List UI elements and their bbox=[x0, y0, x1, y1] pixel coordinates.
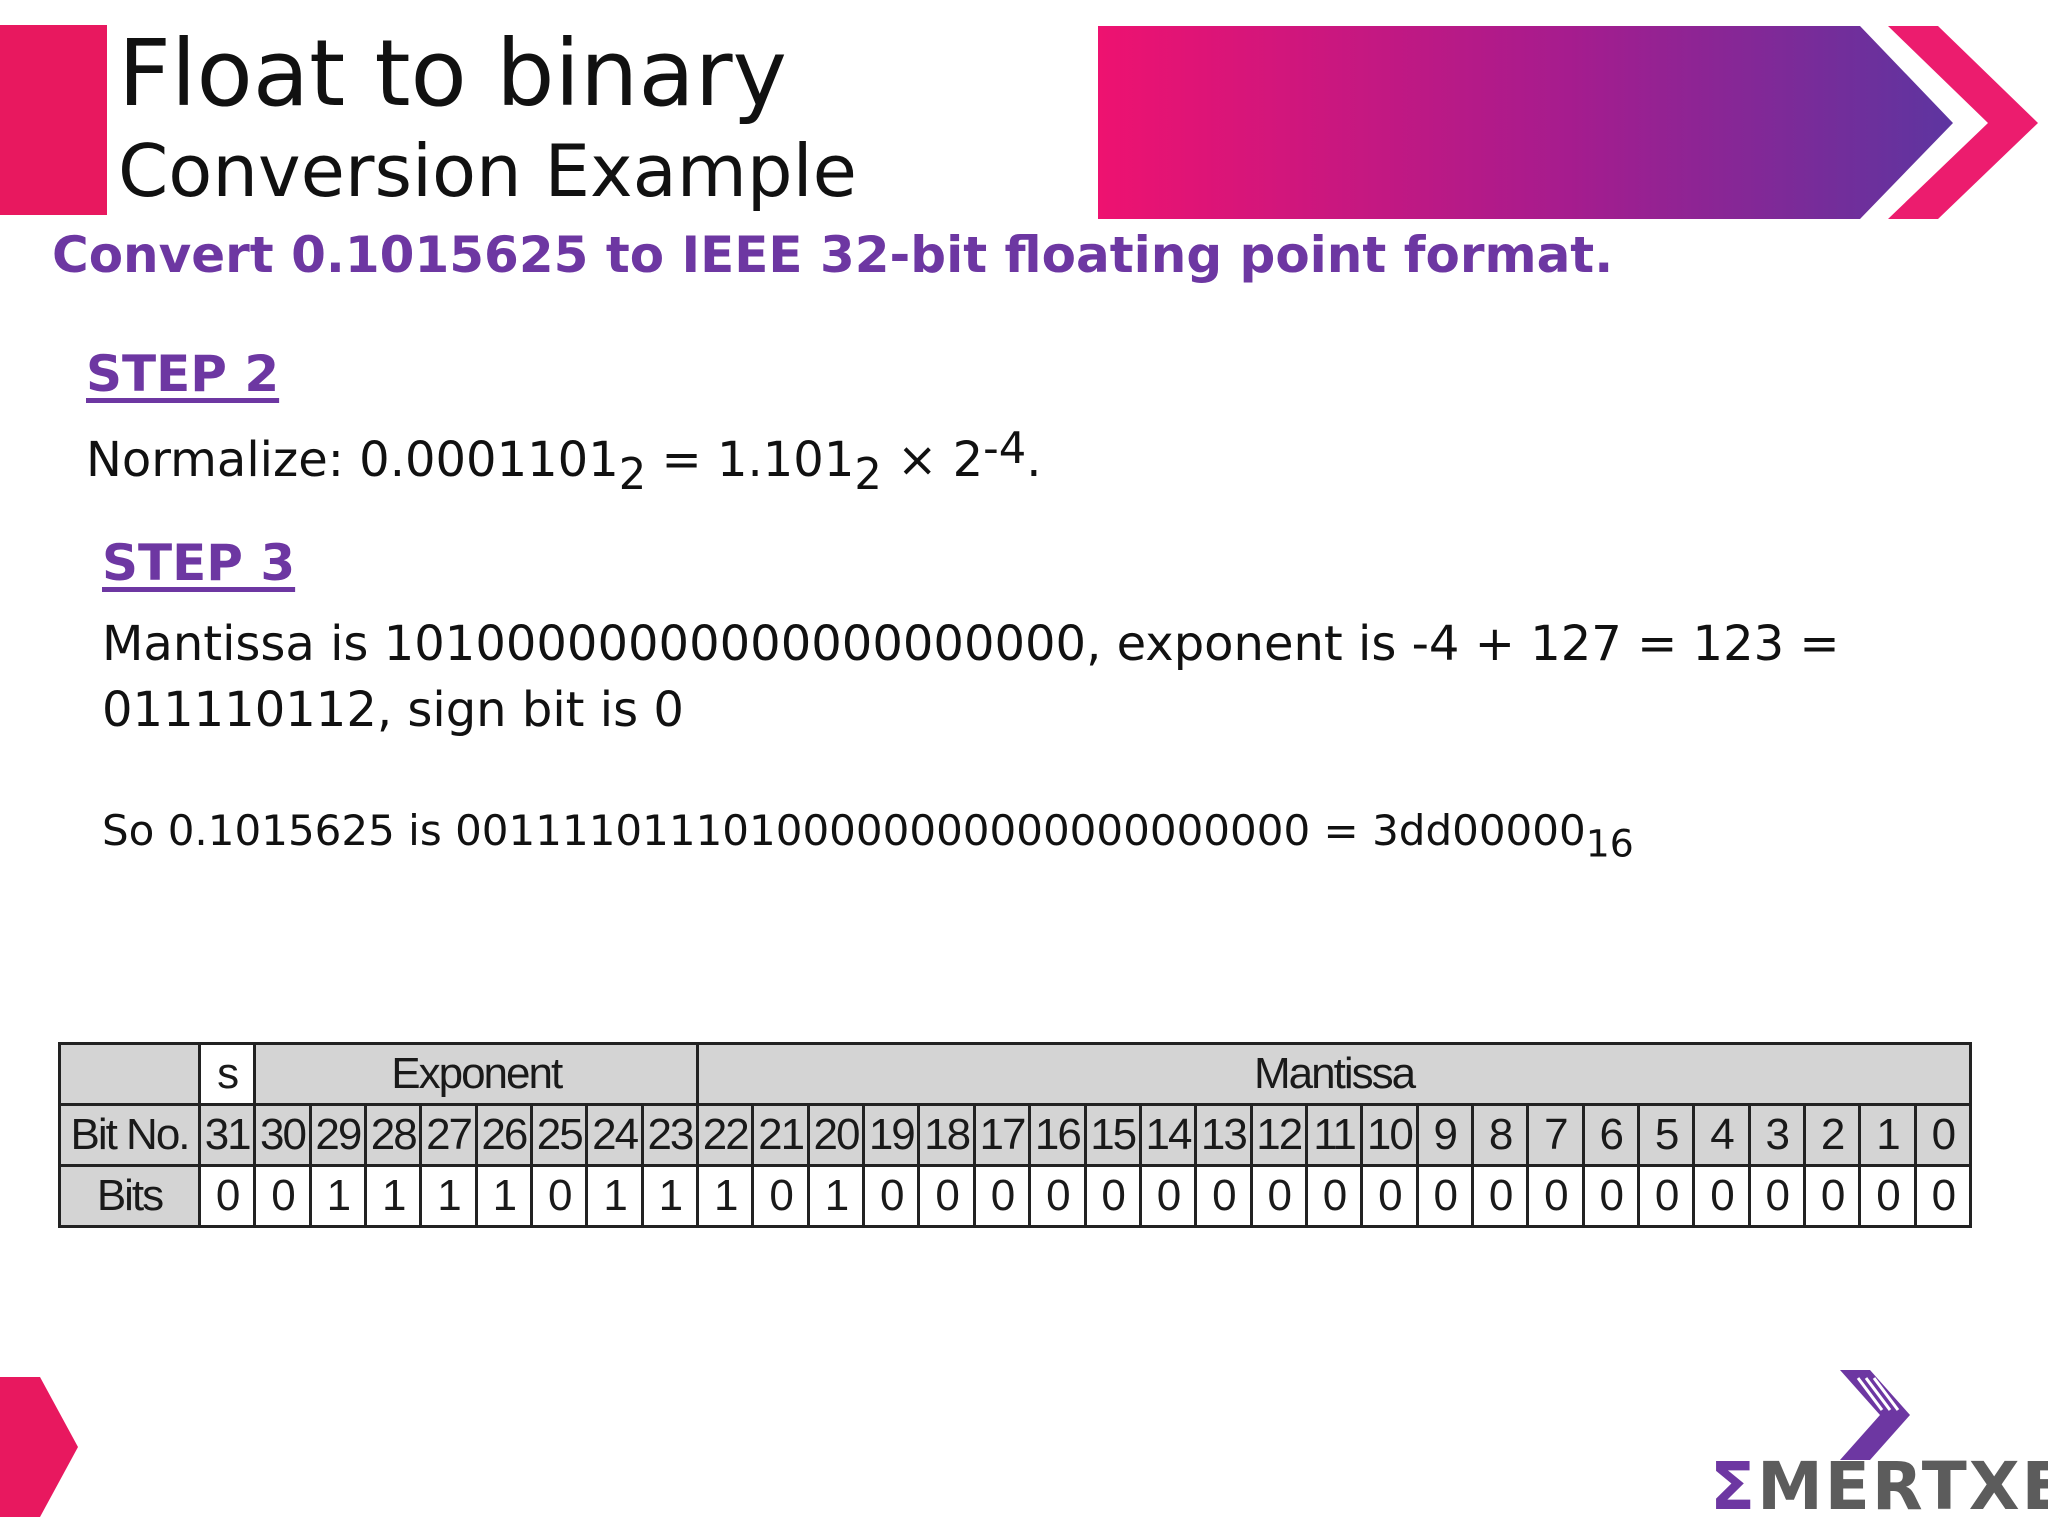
header-mantissa: Mantissa bbox=[696, 1042, 1972, 1106]
bit-value-cell: 0 bbox=[1526, 1164, 1585, 1228]
bit-number-cell: 27 bbox=[419, 1103, 478, 1167]
bit-number-cell: 1 bbox=[1858, 1103, 1917, 1167]
bit-number-cell: 5 bbox=[1636, 1103, 1696, 1167]
bit-number-cell: 14 bbox=[1138, 1103, 1198, 1167]
bit-number-cell: 4 bbox=[1692, 1103, 1751, 1167]
header-blank-cell bbox=[58, 1042, 201, 1106]
bit-value-cell: 0 bbox=[1360, 1164, 1419, 1228]
bit-number-cell: 25 bbox=[530, 1103, 589, 1167]
row-label-bits: Bits bbox=[58, 1164, 201, 1228]
bit-value-cell: 1 bbox=[806, 1164, 866, 1228]
bit-number-cell: 16 bbox=[1028, 1103, 1087, 1167]
bit-number-cell: 15 bbox=[1083, 1103, 1142, 1167]
task-statement: Convert 0.1015625 to IEEE 32-bit floatin… bbox=[52, 226, 1614, 284]
step-2-heading: STEP 2 bbox=[86, 345, 280, 403]
header-banner bbox=[1098, 26, 2038, 219]
logo-mark bbox=[1840, 1370, 1910, 1460]
bit-value-cell: 0 bbox=[1913, 1164, 1973, 1228]
result-text: So 0.1015625 is 001111011101000000000000… bbox=[102, 806, 1586, 855]
bit-value-cell: 0 bbox=[1415, 1164, 1474, 1228]
bit-value-cell: 1 bbox=[364, 1164, 423, 1228]
header-sign: s bbox=[197, 1042, 257, 1106]
ieee-bit-table: s Exponent Mantissa Bit No. 31 30 29 28 27 26… bbox=[58, 1042, 1973, 1228]
normalize-text-a: Normalize: 0.0001101 bbox=[86, 432, 619, 488]
bit-number-cell: 13 bbox=[1194, 1103, 1253, 1167]
bit-number-cell: 30 bbox=[253, 1103, 312, 1167]
bit-number-cell: 26 bbox=[474, 1103, 534, 1167]
bit-value-cell: 1 bbox=[419, 1164, 478, 1228]
logo-sigma: Σ bbox=[1710, 1448, 1758, 1525]
bit-value-cell: 0 bbox=[972, 1164, 1032, 1228]
mantissa-line-1: Mantissa is 10100000000000000000000, exp… bbox=[102, 616, 1840, 672]
bit-value-cell: 0 bbox=[197, 1164, 257, 1228]
normalize-text-c: × 2 bbox=[881, 432, 984, 488]
bit-number-cell: 29 bbox=[308, 1103, 368, 1167]
bit-value-cell: 0 bbox=[1747, 1164, 1806, 1228]
mantissa-line-2: 011110112, sign bit is 0 bbox=[102, 682, 684, 738]
bit-value-cell: 0 bbox=[1581, 1164, 1640, 1228]
bit-value-cell: 0 bbox=[1858, 1164, 1917, 1228]
bit-number-cell: 31 bbox=[197, 1103, 257, 1167]
step-3-heading: STEP 3 bbox=[102, 534, 296, 592]
bit-value-cell: 1 bbox=[640, 1164, 700, 1228]
bit-number-cell: 2 bbox=[1802, 1103, 1862, 1167]
bit-value-cell: 0 bbox=[1304, 1164, 1364, 1228]
normalize-sub-b: 2 bbox=[854, 449, 882, 500]
bit-number-cell: 20 bbox=[806, 1103, 866, 1167]
bit-value-cell: 0 bbox=[917, 1164, 976, 1228]
bit-number-cell: 3 bbox=[1747, 1103, 1806, 1167]
logo-rest: MERTXE bbox=[1757, 1448, 2048, 1525]
bit-value-cell: 1 bbox=[308, 1164, 368, 1228]
logo-wordmark: ΣMERTXE bbox=[1710, 1448, 2048, 1525]
normalize-text-b: = 1.101 bbox=[646, 432, 855, 488]
normalize-text-d: . bbox=[1026, 432, 1042, 488]
bit-value-cell: 1 bbox=[696, 1164, 755, 1228]
bit-value-cell: 1 bbox=[585, 1164, 644, 1228]
bit-number-cell: 10 bbox=[1360, 1103, 1419, 1167]
row-label-bit-no: Bit No. bbox=[58, 1103, 201, 1167]
bit-value-cell: 0 bbox=[1028, 1164, 1087, 1228]
left-accent-bar bbox=[0, 25, 107, 215]
page-subtitle: Conversion Example bbox=[118, 129, 857, 213]
bit-number-cell: 8 bbox=[1470, 1103, 1530, 1167]
bit-value-cell: 0 bbox=[1692, 1164, 1751, 1228]
bit-number-cell: 0 bbox=[1913, 1103, 1973, 1167]
bit-number-cell: 6 bbox=[1581, 1103, 1640, 1167]
bit-number-cell: 21 bbox=[751, 1103, 810, 1167]
bit-number-cell: 23 bbox=[640, 1103, 700, 1167]
corner-arrow bbox=[0, 1377, 78, 1517]
normalize-exponent: -4 bbox=[983, 424, 1027, 475]
result-line: So 0.1015625 is 001111011101000000000000… bbox=[102, 806, 1634, 862]
bit-value-cell: 0 bbox=[1802, 1164, 1862, 1228]
table-header-row: s Exponent Mantissa bbox=[58, 1042, 1972, 1106]
bit-value-cell: 0 bbox=[1249, 1164, 1308, 1228]
bit-number-cell: 19 bbox=[862, 1103, 921, 1167]
bit-number-cell: 17 bbox=[972, 1103, 1032, 1167]
page-title: Float to binary bbox=[118, 20, 787, 127]
result-sub: 16 bbox=[1585, 821, 1634, 866]
bit-value-cell: 0 bbox=[530, 1164, 589, 1228]
bit-value-cell: 0 bbox=[862, 1164, 921, 1228]
bit-value-cell: 0 bbox=[751, 1164, 810, 1228]
bit-number-cell: 11 bbox=[1304, 1103, 1364, 1167]
bit-number-cell: 18 bbox=[917, 1103, 976, 1167]
bit-value-cell: 0 bbox=[1083, 1164, 1142, 1228]
normalize-line: Normalize: 0.00011012 = 1.1012 × 2-4. bbox=[86, 427, 1042, 496]
header-exponent: Exponent bbox=[253, 1042, 700, 1106]
bit-value-cell: 0 bbox=[1194, 1164, 1253, 1228]
bit-value-cell: 0 bbox=[253, 1164, 312, 1228]
bit-value-cell: 0 bbox=[1138, 1164, 1198, 1228]
bit-value-cell: 1 bbox=[474, 1164, 534, 1228]
bit-number-cell: 7 bbox=[1526, 1103, 1585, 1167]
bit-number-cell: 24 bbox=[585, 1103, 644, 1167]
bit-number-cell: 28 bbox=[364, 1103, 423, 1167]
normalize-sub-a: 2 bbox=[618, 449, 647, 500]
bit-number-cell: 9 bbox=[1415, 1103, 1474, 1167]
bit-value-cell: 0 bbox=[1470, 1164, 1530, 1228]
table-row-bit-numbers: Bit No. 31 30 29 28 27 26 25 24 23 22 21 20 19 18 17 16… bbox=[58, 1103, 1973, 1167]
bit-number-cell: 12 bbox=[1249, 1103, 1308, 1167]
bit-value-cell: 0 bbox=[1636, 1164, 1696, 1228]
bit-number-cell: 22 bbox=[696, 1103, 755, 1167]
